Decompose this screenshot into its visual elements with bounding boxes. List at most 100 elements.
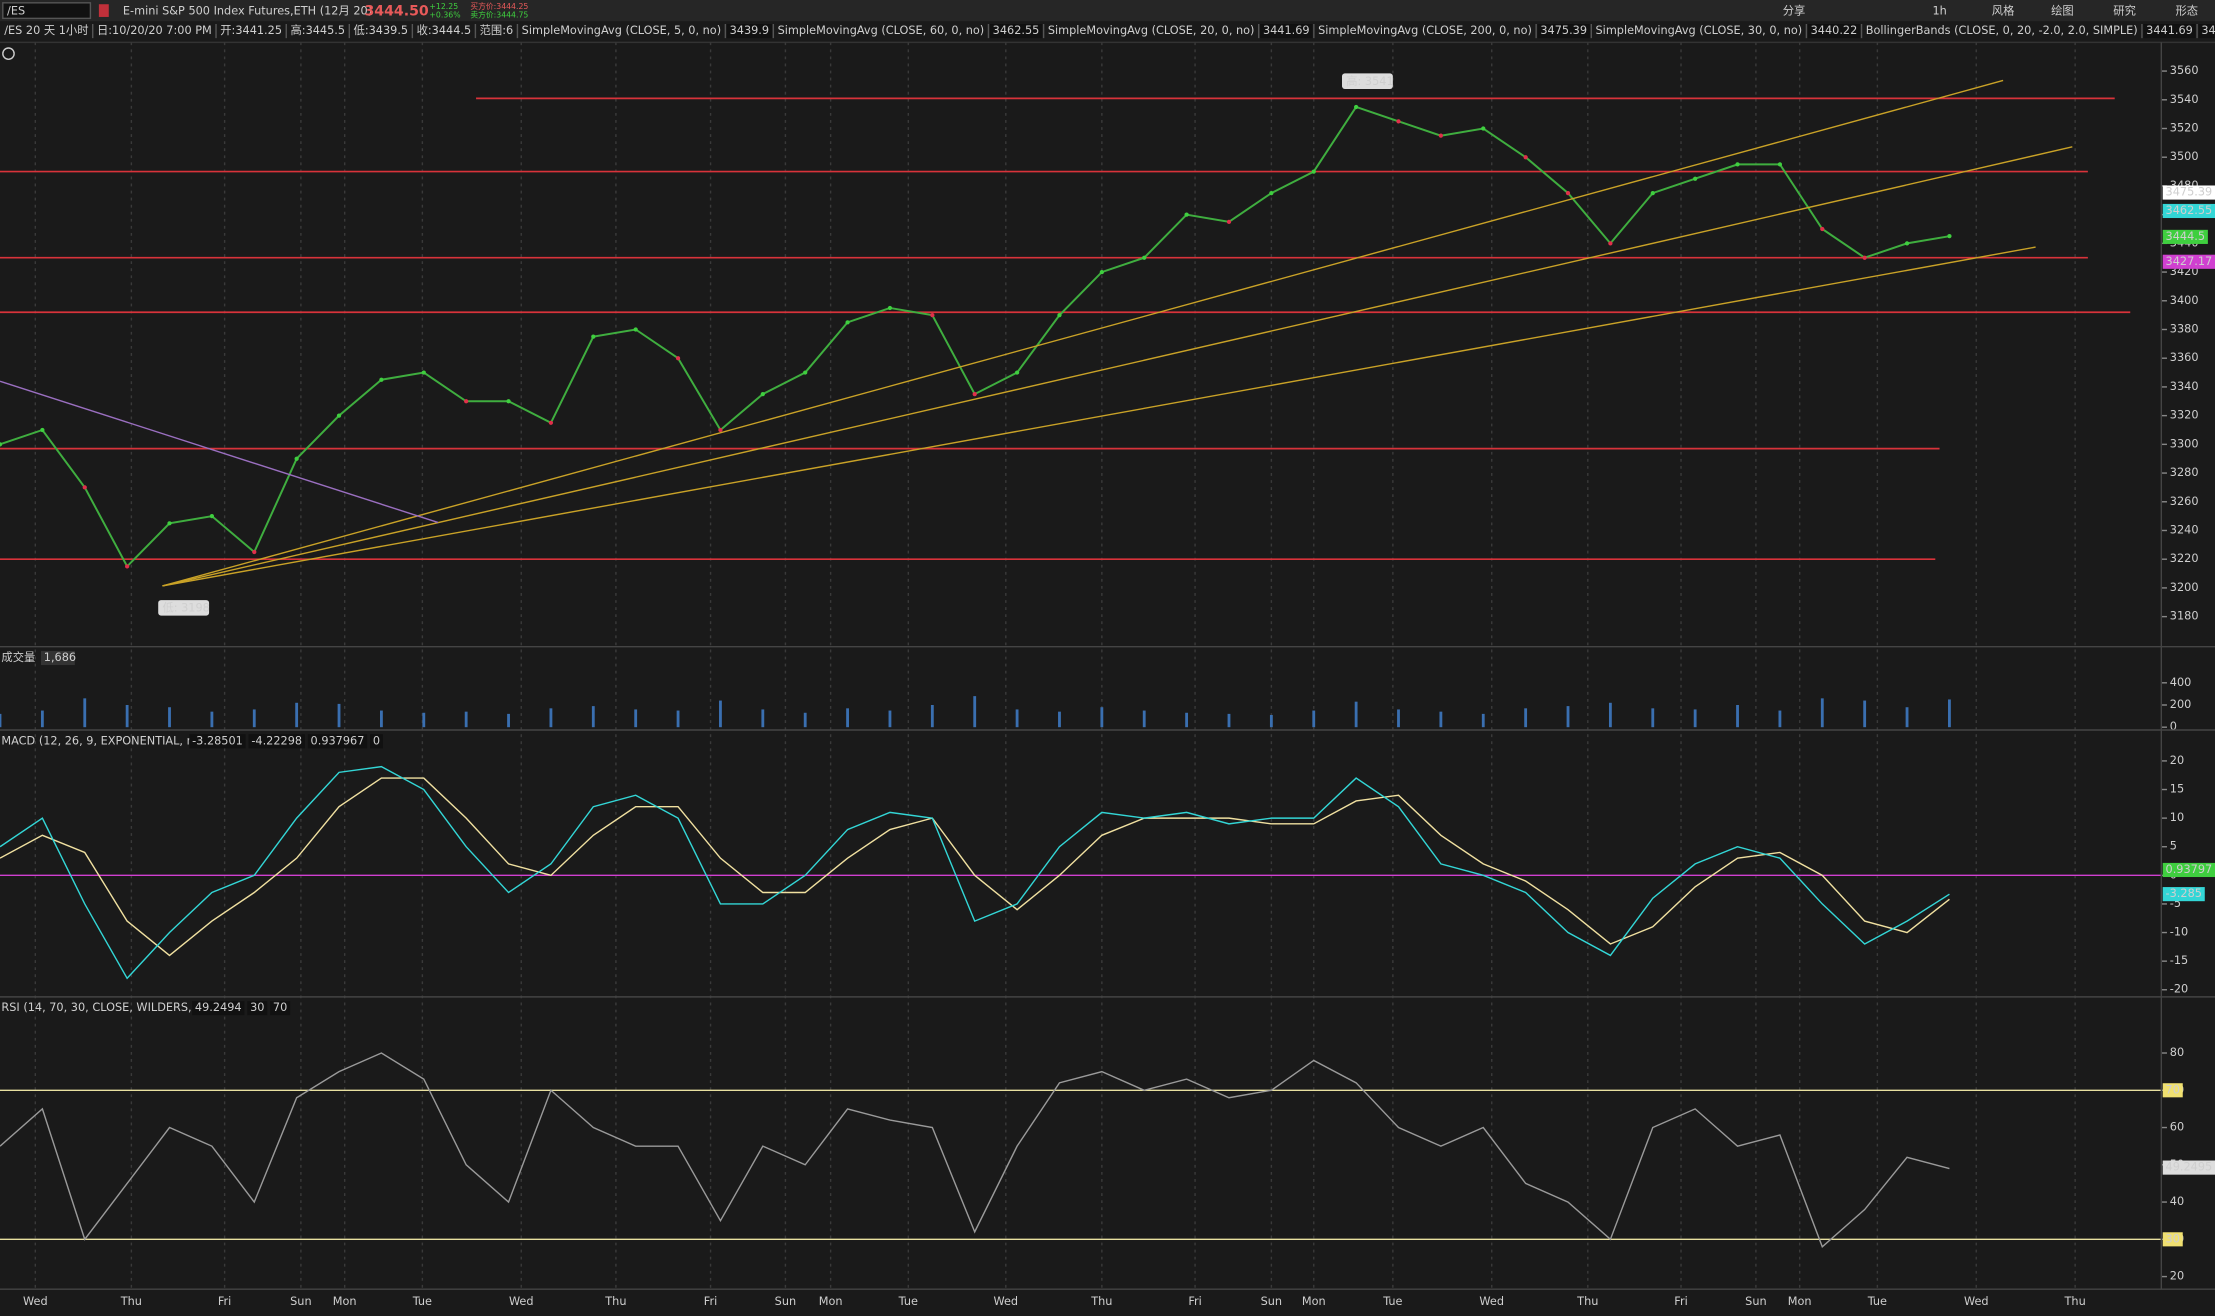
volume-bar <box>464 711 468 728</box>
x-tick-label: Wed <box>1479 1295 1504 1308</box>
header-item: 范围:6 <box>480 23 514 37</box>
y-tick-label: 3180 <box>2170 610 2199 623</box>
toolbar-button[interactable]: 形态 <box>2175 4 2198 17</box>
close-point <box>1014 370 1020 375</box>
toolbar-button[interactable]: 绘图 <box>2051 3 2074 17</box>
x-tick-label: Mon <box>1302 1295 1326 1308</box>
y-tick-label: 40 <box>2170 1195 2184 1208</box>
volume-bar <box>1693 709 1697 728</box>
symbol-box[interactable] <box>2 2 92 20</box>
ask: 卖方价:3444.75 <box>470 10 528 20</box>
x-tick-label: Sun <box>1261 1295 1282 1308</box>
close-point <box>379 377 384 382</box>
toolbar-button[interactable]: 分享 <box>1783 3 1806 17</box>
axis-badge <box>2162 1160 2215 1175</box>
close-point <box>591 334 596 339</box>
close-point <box>972 391 977 397</box>
pane-value: -3.28501 <box>192 734 243 747</box>
pane-value: 0.937967 <box>311 734 365 747</box>
value-box <box>270 1001 291 1016</box>
volume-bar <box>0 713 2 728</box>
trendline <box>0 380 439 524</box>
plot: /ES 20 天 1小时 日:10/20/20 7:00 PM 开:3441.25 高… <box>0 23 2215 1308</box>
toolbar-button[interactable]: 研究 <box>2113 3 2136 17</box>
y-tick-label: 10 <box>2170 811 2184 824</box>
toolbar-button[interactable]: 风格 <box>1992 3 2015 17</box>
trendline <box>162 146 2073 587</box>
volume-bar <box>337 703 341 728</box>
volume-bar <box>973 696 977 728</box>
study-value: 3462.55 <box>993 24 1040 37</box>
volume-bar <box>1185 712 1189 728</box>
volume-bar <box>210 711 214 728</box>
y-tick-label: 0 <box>2170 720 2177 733</box>
y-tick-label: 3380 <box>2170 322 2199 335</box>
volume-bar <box>1312 710 1316 728</box>
y-tick-label: 400 <box>2170 676 2192 689</box>
volume-bar <box>1354 701 1358 728</box>
volume-bar <box>1015 709 1019 728</box>
axis-badge-label: 30 <box>2166 1232 2180 1245</box>
close-point <box>1311 169 1316 174</box>
volume-bar <box>422 712 426 728</box>
axis-badge-label: 3427.17 <box>2166 255 2213 268</box>
value-box <box>2143 24 2196 39</box>
volume-bar <box>1227 713 1231 728</box>
bid: 买方价:3444.25 <box>470 1 528 11</box>
y-tick-label: 3260 <box>2170 495 2199 508</box>
pane-value: 49.2494 <box>195 1001 242 1014</box>
study-value: 3439.9 <box>730 24 769 37</box>
signal-line <box>0 777 1950 957</box>
annotation-box <box>158 600 210 616</box>
axis-badge <box>2162 185 2215 200</box>
volume-bar <box>1736 705 1739 728</box>
volume-bar <box>1778 710 1782 728</box>
symbol[interactable]: /ES <box>7 4 25 17</box>
pane-label: RSI (14, 70, 30, CLOSE, WILDERS, no) <box>1 1001 213 1014</box>
volume-bar <box>1566 706 1570 728</box>
y-tick-label: 3280 <box>2170 466 2199 479</box>
x-tick-label: Thu <box>120 1295 142 1308</box>
volume-bar <box>1439 711 1443 728</box>
volume-bar <box>379 710 383 728</box>
close-point <box>1226 219 1232 224</box>
value-box <box>248 734 305 749</box>
close-point <box>421 370 426 375</box>
annotation-box <box>1341 73 1393 89</box>
close-point <box>252 549 257 555</box>
trendline <box>162 246 2036 587</box>
close-point <box>506 399 511 404</box>
close-point <box>82 485 87 490</box>
close-point <box>1650 190 1655 196</box>
toolbar-button[interactable]: 1h <box>1932 4 1946 17</box>
close-point <box>1693 176 1698 181</box>
study-value: 3441.69 <box>2146 24 2193 37</box>
axis-badge-label: 70 <box>2166 1083 2180 1096</box>
volume-bar <box>295 702 299 728</box>
x-tick-label: Thu <box>1090 1295 1112 1308</box>
info-icon[interactable] <box>2 47 15 61</box>
toolbar-buttons: 分享 1h 风格 绘图 研究 形态 <box>1783 3 2198 17</box>
value-box <box>370 734 383 749</box>
volume-bar <box>1524 708 1528 728</box>
x-tick-label: Mon <box>1788 1295 1812 1308</box>
close-point <box>464 399 469 404</box>
header-item: SimpleMovingAvg (CLOSE, 5, 0, no) <box>522 24 721 37</box>
volume-bar <box>930 705 934 728</box>
x-tick-label: Sun <box>775 1295 796 1308</box>
x-tick-label: Tue <box>1867 1295 1887 1308</box>
close-point <box>1184 212 1189 217</box>
volume-bar <box>1651 708 1655 728</box>
close-point <box>1523 155 1528 160</box>
volume-bar <box>634 709 638 728</box>
header-item: 开:3441.25 <box>220 24 282 37</box>
axis-badge-label: 3462.55 <box>2166 204 2213 217</box>
value-box <box>1807 24 1861 39</box>
last-price: 3444.50 <box>364 3 428 19</box>
y-tick-label: 3320 <box>2170 409 2199 422</box>
value-box <box>1537 24 1590 39</box>
close-point <box>1820 226 1825 232</box>
